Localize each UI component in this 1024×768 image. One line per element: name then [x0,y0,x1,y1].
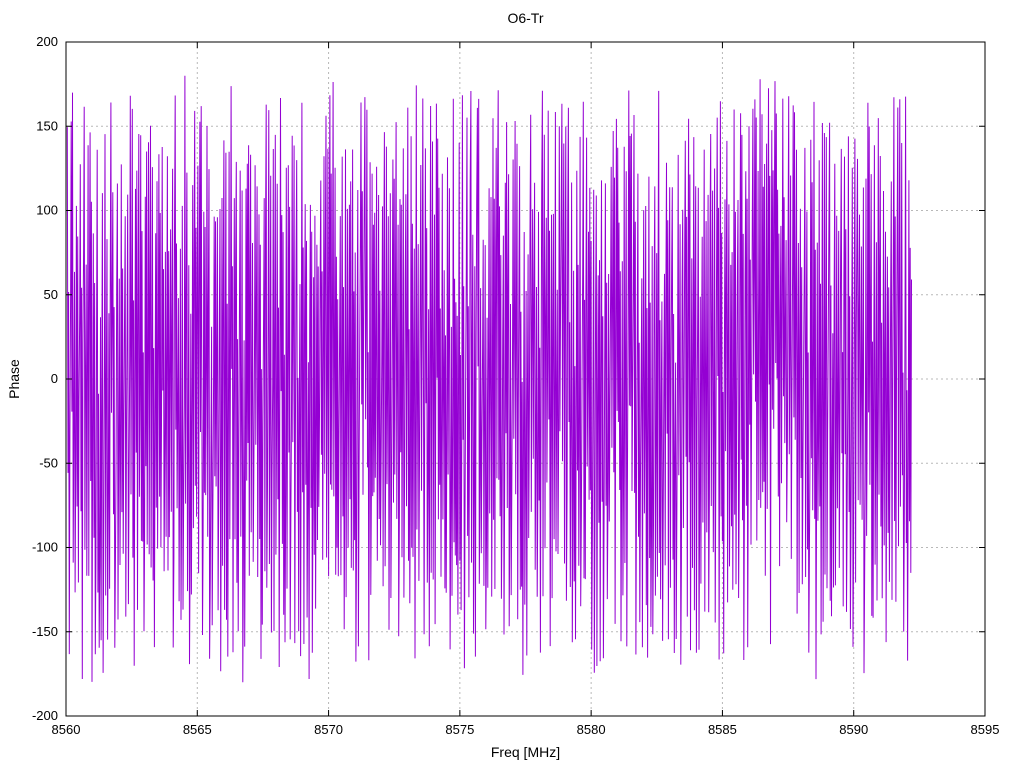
x-axis-label: Freq [MHz] [490,744,561,760]
y-tick-label: 200 [36,34,58,49]
y-tick-label: 50 [44,287,58,302]
y-tick-label: 100 [36,203,58,218]
x-tick-label: 8575 [445,722,474,737]
x-tick-label: 8590 [839,722,868,737]
x-tick-label: 8580 [577,722,606,737]
y-tick-label: 150 [36,118,58,133]
x-tick-label: 8570 [314,722,343,737]
y-tick-label: -50 [39,455,58,470]
x-tick-label: 8585 [708,722,737,737]
phase-trace [66,75,912,683]
x-tick-label: 8565 [183,722,212,737]
x-tick-label: 8595 [971,722,1000,737]
chart-title: O6-Tr [507,10,544,26]
y-tick-label: -200 [32,708,58,723]
y-tick-label: -150 [32,624,58,639]
x-tick-label: 8560 [52,722,81,737]
y-tick-label: 0 [51,371,58,386]
y-axis-label: Phase [6,359,22,399]
y-tick-label: -100 [32,540,58,555]
